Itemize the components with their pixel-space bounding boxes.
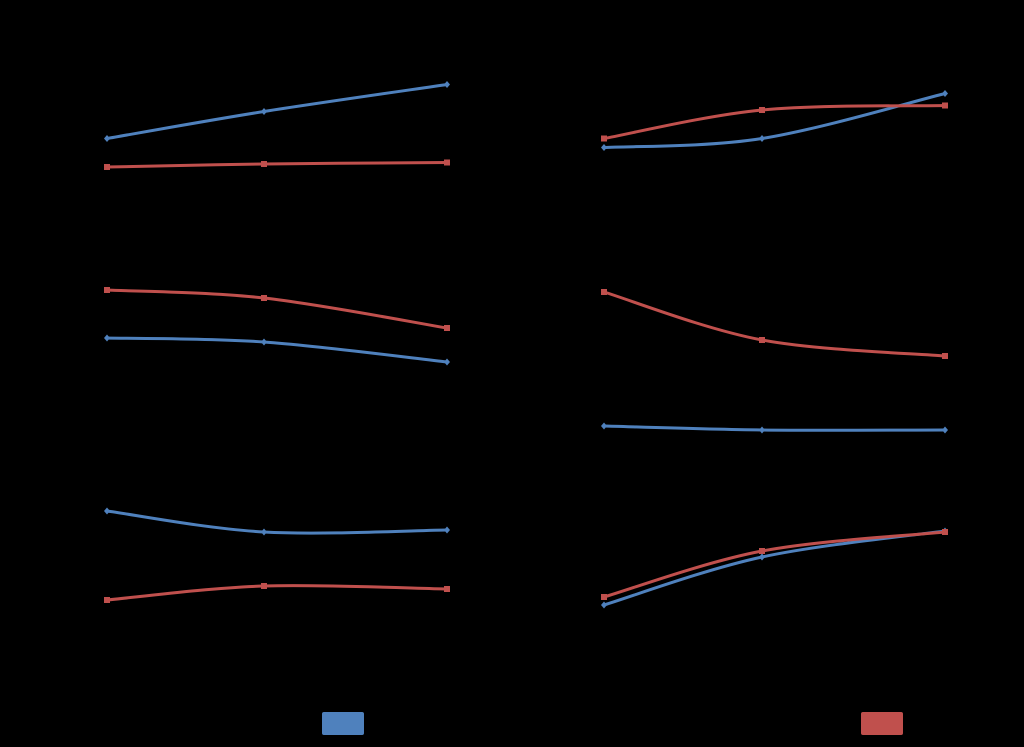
series-line bbox=[603, 529, 946, 607]
point-marker bbox=[104, 135, 110, 142]
series-line bbox=[603, 290, 946, 358]
series-line bbox=[106, 336, 448, 364]
point-marker bbox=[104, 164, 110, 170]
point-marker bbox=[261, 338, 267, 346]
point-marker bbox=[601, 601, 607, 609]
point-marker bbox=[444, 526, 450, 534]
series-line bbox=[603, 92, 946, 149]
point-marker bbox=[942, 353, 948, 359]
legend-swatch bbox=[322, 712, 364, 735]
series-line bbox=[603, 424, 946, 432]
point-marker bbox=[759, 426, 765, 434]
point-marker bbox=[261, 108, 267, 115]
point-marker bbox=[104, 597, 110, 603]
point-marker bbox=[601, 422, 607, 430]
point-marker bbox=[942, 529, 948, 535]
point-marker bbox=[942, 90, 948, 97]
series-line bbox=[106, 83, 448, 140]
series-line bbox=[106, 288, 448, 330]
legend-swatch bbox=[861, 712, 903, 735]
point-marker bbox=[942, 426, 948, 434]
point-marker bbox=[759, 135, 765, 142]
point-marker bbox=[104, 507, 110, 515]
point-marker bbox=[444, 81, 450, 88]
point-marker bbox=[104, 334, 110, 342]
point-marker bbox=[444, 159, 450, 166]
series-line bbox=[106, 161, 448, 169]
series-line bbox=[106, 509, 448, 535]
point-marker bbox=[759, 337, 765, 343]
point-marker bbox=[759, 548, 765, 554]
point-marker bbox=[261, 583, 267, 589]
series-line bbox=[603, 104, 946, 140]
point-marker bbox=[261, 161, 267, 167]
point-marker bbox=[601, 144, 607, 151]
point-marker bbox=[942, 102, 948, 109]
point-marker bbox=[601, 289, 607, 295]
point-marker bbox=[759, 553, 765, 561]
point-marker bbox=[601, 135, 607, 142]
point-marker bbox=[104, 287, 110, 293]
point-marker bbox=[444, 358, 450, 366]
point-marker bbox=[444, 325, 450, 331]
point-marker bbox=[261, 528, 267, 536]
point-marker bbox=[601, 594, 607, 600]
point-marker bbox=[261, 295, 267, 301]
series-line bbox=[106, 584, 448, 602]
point-marker bbox=[444, 586, 450, 592]
point-marker bbox=[759, 107, 765, 113]
